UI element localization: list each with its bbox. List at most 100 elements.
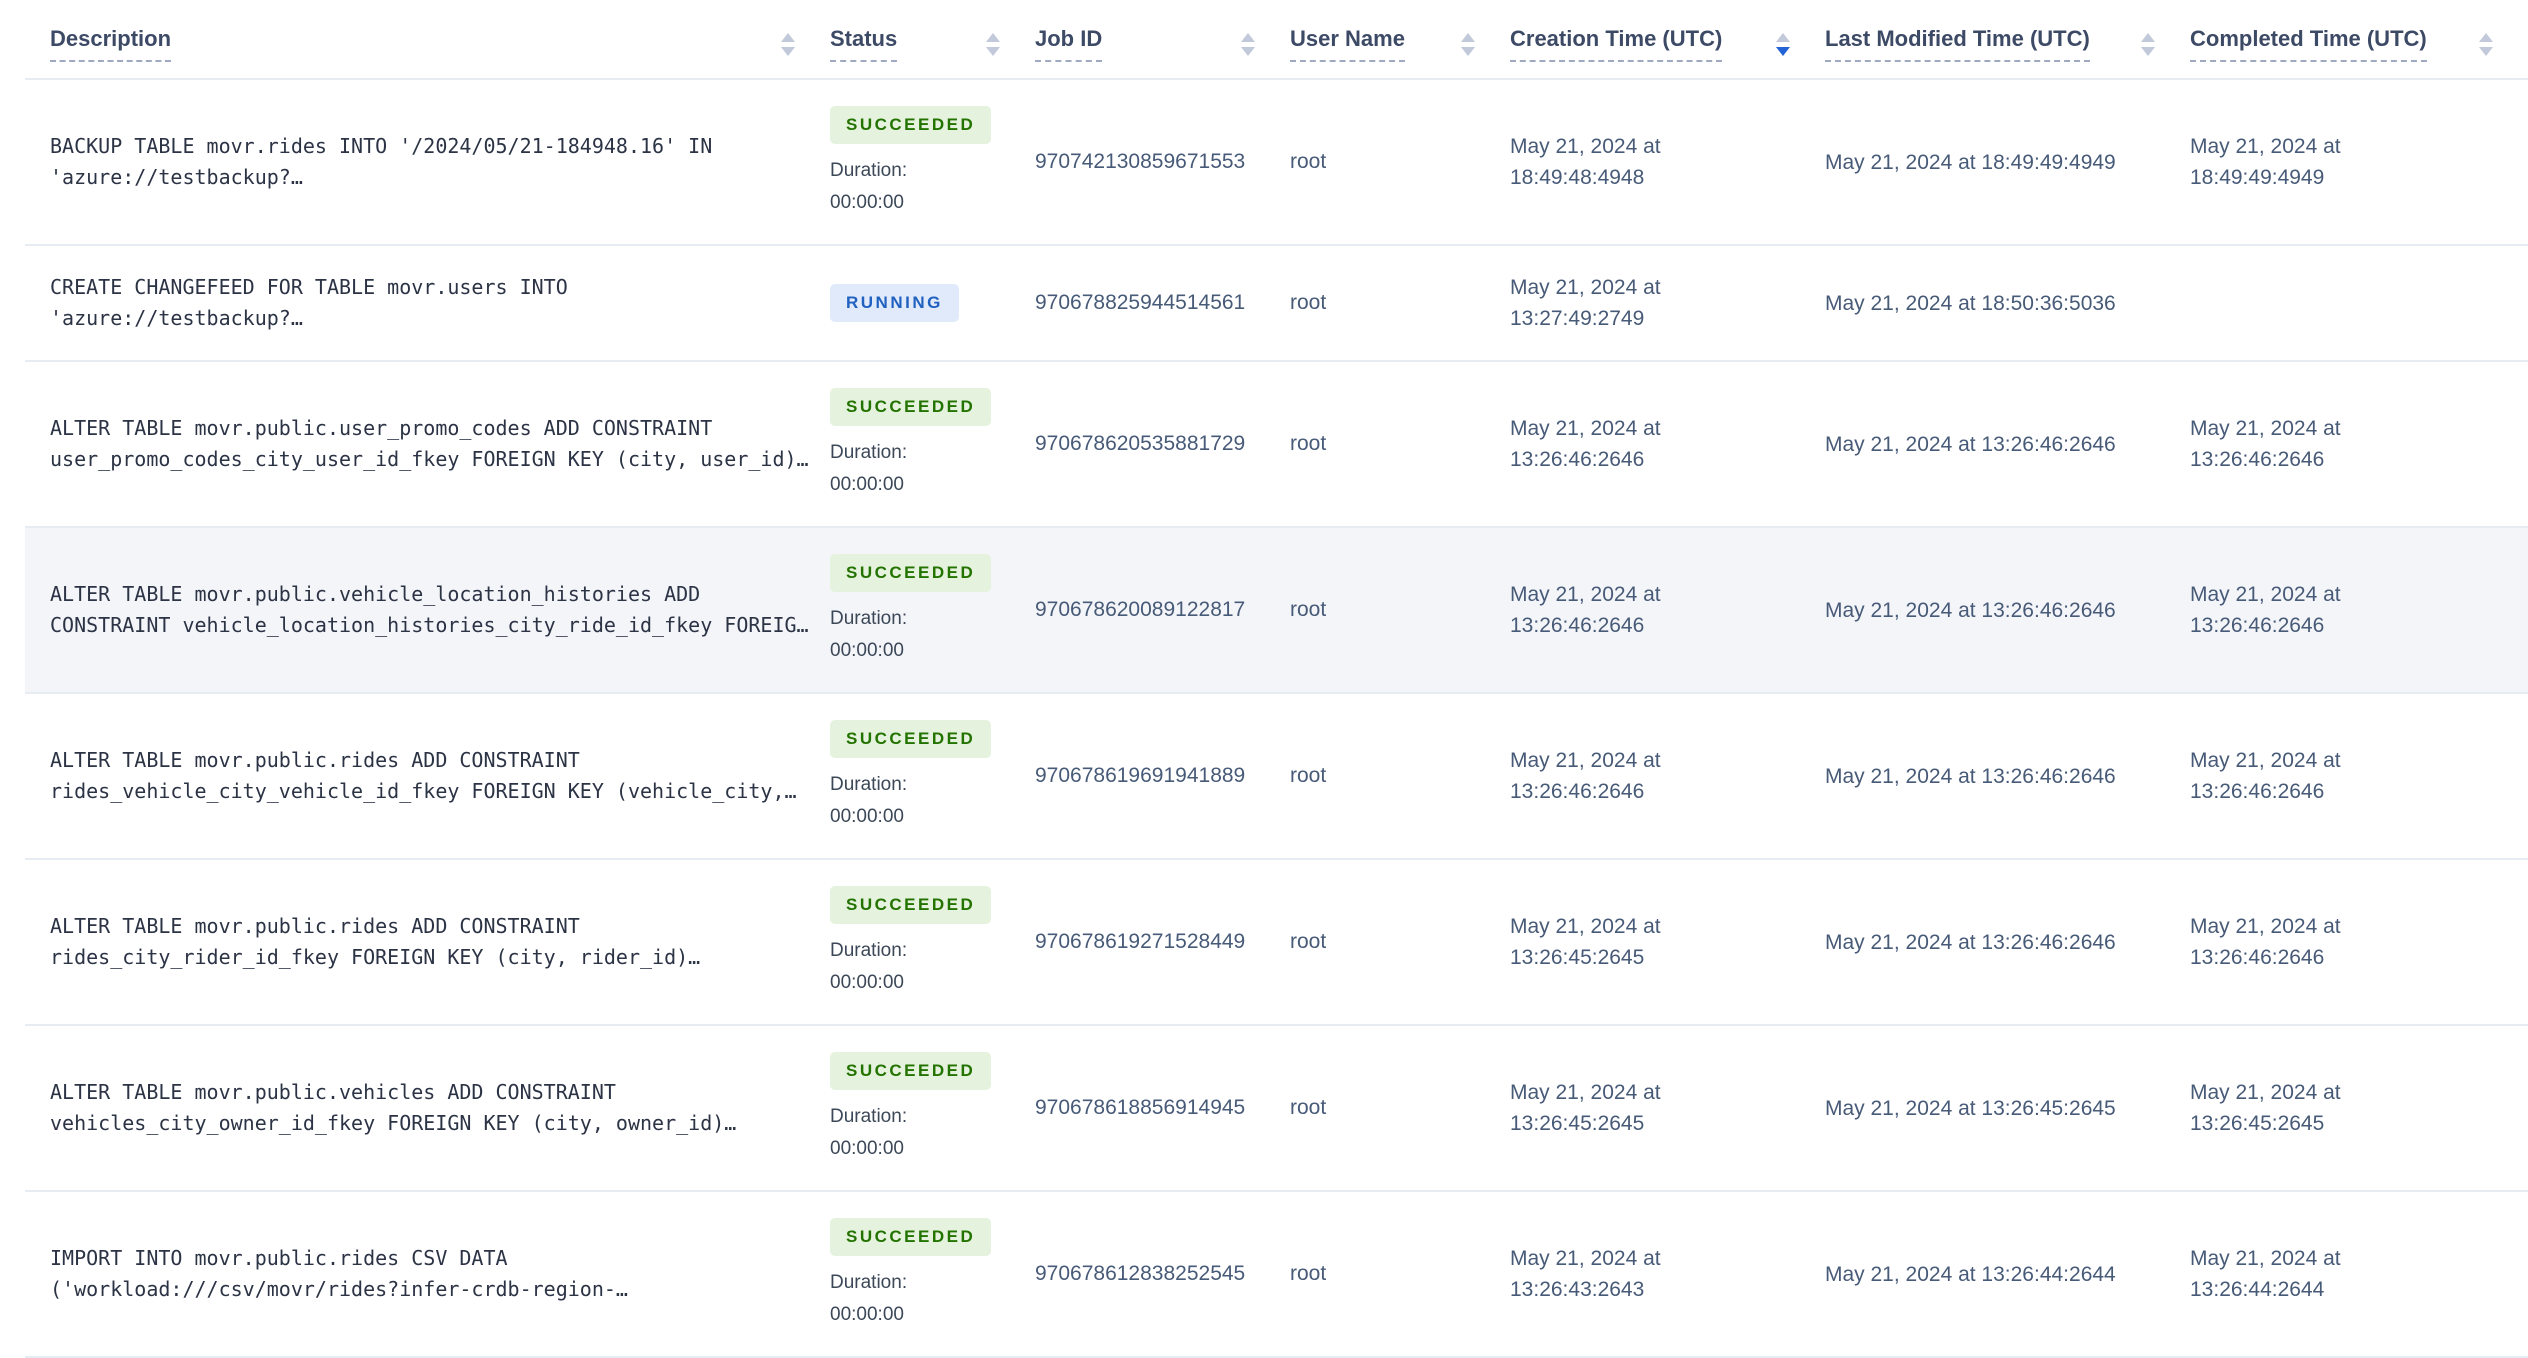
last-modified-time: May 21, 2024 at 13:26:44:2644 (1825, 1262, 2116, 1286)
duration-value: 00:00:00 (830, 1138, 904, 1159)
column-label-last-modified-time: Last Modified Time (UTC) (1825, 26, 2090, 62)
sort-icon[interactable] (1241, 32, 1255, 56)
table-row[interactable]: IMPORT INTO movr.public.rides CSV DATA (… (25, 1191, 2528, 1357)
column-header-job-id[interactable]: Job ID (1035, 0, 1290, 80)
last-modified-time: May 21, 2024 at 13:26:46:2646 (1825, 930, 2116, 954)
job-description: BACKUP TABLE movr.rides INTO '/2024/05/2… (50, 134, 713, 189)
table-row[interactable]: ALTER TABLE movr.public.vehicle_location… (25, 527, 2528, 693)
sort-icon[interactable] (986, 32, 1000, 56)
job-description: IMPORT INTO movr.public.rides CSV DATA (… (50, 1246, 628, 1301)
user-name: root (1290, 1262, 1327, 1285)
table-row[interactable]: ALTER TABLE movr.public.rides ADD CONSTR… (25, 693, 2528, 859)
last-modified-time: May 21, 2024 at 13:26:46:2646 (1825, 764, 2116, 788)
last-modified-time: May 21, 2024 at 13:26:46:2646 (1825, 598, 2116, 622)
status-badge: RUNNING (830, 284, 959, 322)
job-id: 970678825944514561 (1035, 291, 1246, 314)
duration-value: 00:00:00 (830, 972, 904, 993)
column-label-creation-time: Creation Time (UTC) (1510, 26, 1723, 62)
job-id: 970678619271528449 (1035, 930, 1246, 953)
table-row[interactable]: CREATE CHANGEFEED FOR TABLE movr.users I… (25, 245, 2528, 361)
user-name: root (1290, 764, 1327, 787)
jobs-table-header: Description Status Job ID User Name (25, 0, 2528, 80)
status-badge: SUCCEEDED (830, 886, 992, 924)
last-modified-time: May 21, 2024 at 13:26:46:2646 (1825, 432, 2116, 456)
status-badge: SUCCEEDED (830, 1052, 992, 1090)
sort-icon-active[interactable] (1776, 32, 1790, 56)
column-label-description: Description (50, 26, 172, 62)
column-label-user-name: User Name (1290, 26, 1405, 62)
column-header-status[interactable]: Status (830, 0, 1035, 80)
completed-time: May 21, 2024 at 18:49:49:4949 (2190, 135, 2341, 189)
creation-time: May 21, 2024 at 13:27:49:2749 (1510, 276, 1661, 330)
job-description: ALTER TABLE movr.public.rides ADD CONSTR… (50, 914, 701, 969)
column-header-creation-time[interactable]: Creation Time (UTC) (1510, 0, 1825, 80)
last-modified-time: May 21, 2024 at 13:26:45:2645 (1825, 1096, 2116, 1120)
table-row[interactable]: BACKUP TABLE movr.rides INTO '/2024/05/2… (25, 79, 2528, 245)
job-description: ALTER TABLE movr.public.rides ADD CONSTR… (50, 748, 797, 803)
job-description: ALTER TABLE movr.public.vehicles ADD CON… (50, 1080, 737, 1135)
duration-value: 00:00:00 (830, 474, 904, 495)
creation-time: May 21, 2024 at 18:49:48:4948 (1510, 135, 1661, 189)
completed-time: May 21, 2024 at 13:26:46:2646 (2190, 915, 2341, 969)
duration-value: 00:00:00 (830, 640, 904, 661)
duration-label: Duration: (830, 442, 908, 463)
table-row[interactable]: ALTER TABLE movr.public.user_promo_codes… (25, 361, 2528, 527)
duration-value: 00:00:00 (830, 806, 904, 827)
duration-label: Duration: (830, 940, 908, 961)
sort-icon[interactable] (2141, 32, 2155, 56)
status-badge: SUCCEEDED (830, 106, 992, 144)
status-badge: SUCCEEDED (830, 1218, 992, 1256)
completed-time: May 21, 2024 at 13:26:46:2646 (2190, 583, 2341, 637)
creation-time: May 21, 2024 at 13:26:43:2643 (1510, 1247, 1661, 1301)
column-header-description[interactable]: Description (25, 0, 830, 80)
table-row[interactable]: ALTER TABLE movr.public.vehicles ADD CON… (25, 1025, 2528, 1191)
duration-label: Duration: (830, 160, 908, 181)
user-name: root (1290, 1096, 1327, 1119)
last-modified-time: May 21, 2024 at 18:50:36:5036 (1825, 291, 2116, 315)
sort-icon[interactable] (1461, 32, 1475, 56)
creation-time: May 21, 2024 at 13:26:45:2645 (1510, 915, 1661, 969)
sort-icon[interactable] (781, 32, 795, 56)
status-badge: SUCCEEDED (830, 388, 992, 426)
duration-value: 00:00:00 (830, 1304, 904, 1325)
duration-label: Duration: (830, 1106, 908, 1127)
job-id: 970678620089122817 (1035, 598, 1246, 621)
job-id: 970678619691941889 (1035, 764, 1246, 787)
last-modified-time: May 21, 2024 at 18:49:49:4949 (1825, 150, 2116, 174)
job-description: ALTER TABLE movr.public.user_promo_codes… (50, 416, 809, 471)
job-id: 970742130859671553 (1035, 150, 1246, 173)
column-label-status: Status (830, 26, 898, 62)
job-id: 970678618856914945 (1035, 1096, 1246, 1119)
user-name: root (1290, 930, 1327, 953)
duration-value: 00:00:00 (830, 192, 904, 213)
creation-time: May 21, 2024 at 13:26:46:2646 (1510, 583, 1661, 637)
column-label-job-id: Job ID (1035, 26, 1103, 62)
table-row[interactable]: ALTER TABLE movr.public.rides ADD CONSTR… (25, 859, 2528, 1025)
column-header-user-name[interactable]: User Name (1290, 0, 1510, 80)
duration-label: Duration: (830, 1272, 908, 1293)
job-id: 970678612838252545 (1035, 1262, 1246, 1285)
creation-time: May 21, 2024 at 13:26:45:2645 (1510, 1081, 1661, 1135)
completed-time: May 21, 2024 at 13:26:46:2646 (2190, 417, 2341, 471)
duration-label: Duration: (830, 774, 908, 795)
status-badge: SUCCEEDED (830, 554, 992, 592)
jobs-table-body: BACKUP TABLE movr.rides INTO '/2024/05/2… (25, 79, 2528, 1357)
user-name: root (1290, 150, 1327, 173)
creation-time: May 21, 2024 at 13:26:46:2646 (1510, 417, 1661, 471)
column-header-completed-time[interactable]: Completed Time (UTC) (2190, 0, 2528, 80)
status-badge: SUCCEEDED (830, 720, 992, 758)
user-name: root (1290, 291, 1327, 314)
column-label-completed-time: Completed Time (UTC) (2190, 26, 2427, 62)
sort-icon[interactable] (2479, 32, 2493, 56)
job-description: CREATE CHANGEFEED FOR TABLE movr.users I… (50, 275, 568, 330)
duration-label: Duration: (830, 608, 908, 629)
completed-time: May 21, 2024 at 13:26:45:2645 (2190, 1081, 2341, 1135)
user-name: root (1290, 598, 1327, 621)
column-header-last-modified-time[interactable]: Last Modified Time (UTC) (1825, 0, 2190, 80)
jobs-table: Description Status Job ID User Name (25, 0, 2528, 1358)
creation-time: May 21, 2024 at 13:26:46:2646 (1510, 749, 1661, 803)
job-description: ALTER TABLE movr.public.vehicle_location… (50, 582, 809, 637)
user-name: root (1290, 432, 1327, 455)
job-id: 970678620535881729 (1035, 432, 1246, 455)
completed-time: May 21, 2024 at 13:26:44:2644 (2190, 1247, 2341, 1301)
